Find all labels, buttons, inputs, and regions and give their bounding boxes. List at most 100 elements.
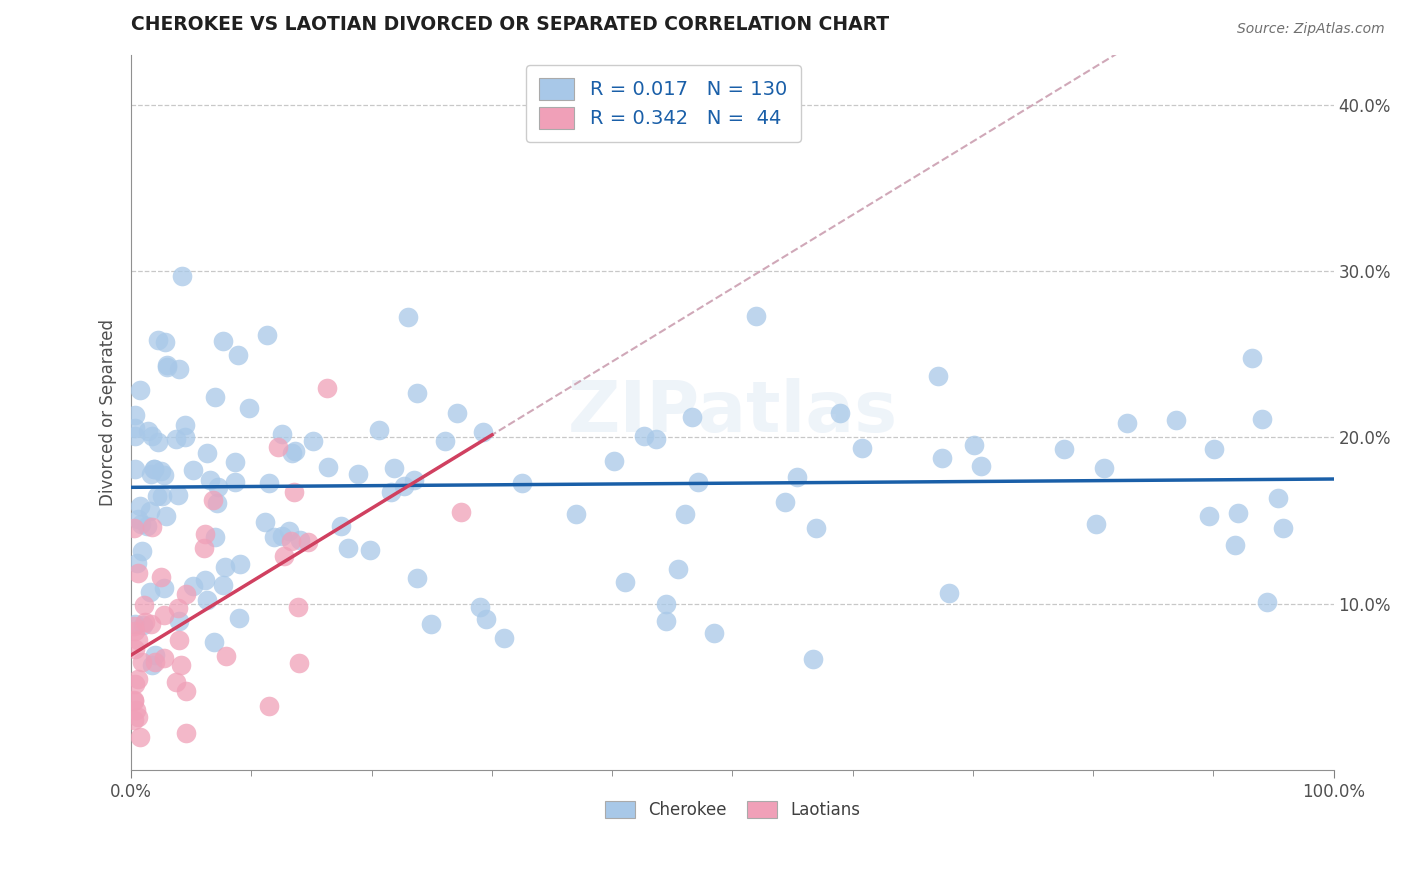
Point	[359, 542, 381, 557]
Point	[142, 461, 165, 475]
Point	[124, 677, 146, 691]
Point	[167, 600, 190, 615]
Point	[122, 619, 145, 633]
Point	[603, 454, 626, 468]
Point	[1267, 491, 1289, 505]
Point	[146, 434, 169, 449]
Point	[329, 518, 352, 533]
Point	[745, 309, 768, 323]
Point	[129, 730, 152, 744]
Point	[202, 493, 225, 508]
Point	[271, 529, 294, 543]
Point	[143, 656, 166, 670]
Point	[129, 516, 152, 531]
Point	[1226, 506, 1249, 520]
Point	[406, 571, 429, 585]
Point	[167, 632, 190, 647]
Point	[149, 464, 172, 478]
Point	[135, 519, 157, 533]
Point	[153, 651, 176, 665]
Point	[654, 597, 676, 611]
Point	[565, 508, 588, 522]
Point	[141, 520, 163, 534]
Point	[153, 608, 176, 623]
Point	[214, 559, 236, 574]
Point	[278, 524, 301, 539]
Point	[927, 369, 949, 384]
Point	[347, 467, 370, 481]
Point	[673, 507, 696, 521]
Text: ZIPatlas: ZIPatlas	[568, 378, 897, 447]
Point	[153, 581, 176, 595]
Point	[165, 674, 187, 689]
Point	[131, 655, 153, 669]
Text: CHEROKEE VS LAOTIAN DIVORCED OR SEPARATED CORRELATION CHART: CHEROKEE VS LAOTIAN DIVORCED OR SEPARATE…	[131, 15, 890, 34]
Point	[1092, 461, 1115, 475]
Point	[367, 424, 389, 438]
Point	[195, 593, 218, 607]
Point	[124, 624, 146, 638]
Point	[404, 473, 426, 487]
Point	[212, 334, 235, 348]
Point	[194, 526, 217, 541]
Point	[433, 434, 456, 448]
Point	[851, 441, 873, 455]
Point	[801, 652, 824, 666]
Point	[141, 657, 163, 672]
Point	[224, 475, 246, 489]
Point	[492, 631, 515, 645]
Point	[167, 488, 190, 502]
Point	[153, 468, 176, 483]
Point	[127, 632, 149, 647]
Point	[127, 512, 149, 526]
Point	[173, 430, 195, 444]
Point	[394, 479, 416, 493]
Point	[1256, 595, 1278, 609]
Point	[148, 334, 170, 348]
Point	[238, 401, 260, 415]
Point	[122, 692, 145, 706]
Point	[287, 599, 309, 614]
Point	[806, 521, 828, 535]
Point	[202, 635, 225, 649]
Point	[382, 460, 405, 475]
Point	[215, 648, 238, 663]
Point	[655, 615, 678, 629]
Point	[127, 673, 149, 687]
Point	[150, 490, 173, 504]
Point	[139, 467, 162, 481]
Point	[1166, 413, 1188, 427]
Point	[124, 461, 146, 475]
Point	[127, 566, 149, 580]
Point	[686, 475, 709, 489]
Point	[1116, 416, 1139, 430]
Point	[938, 586, 960, 600]
Point	[125, 556, 148, 570]
Point	[174, 417, 197, 432]
Point	[396, 310, 419, 324]
Point	[474, 612, 496, 626]
Point	[446, 406, 468, 420]
Point	[141, 429, 163, 443]
Point	[970, 458, 993, 473]
Point	[1251, 411, 1274, 425]
Point	[194, 573, 217, 587]
Point	[256, 327, 278, 342]
Point	[176, 726, 198, 740]
Point	[450, 505, 472, 519]
Point	[122, 521, 145, 535]
Point	[127, 710, 149, 724]
Point	[139, 616, 162, 631]
Point	[165, 432, 187, 446]
Point	[273, 549, 295, 563]
Point	[128, 499, 150, 513]
Point	[420, 617, 443, 632]
Point	[155, 335, 177, 350]
Point	[172, 269, 194, 284]
Point	[315, 381, 337, 395]
Point	[468, 599, 491, 614]
Point	[212, 578, 235, 592]
Point	[167, 615, 190, 629]
Point	[281, 446, 304, 460]
Point	[143, 648, 166, 662]
